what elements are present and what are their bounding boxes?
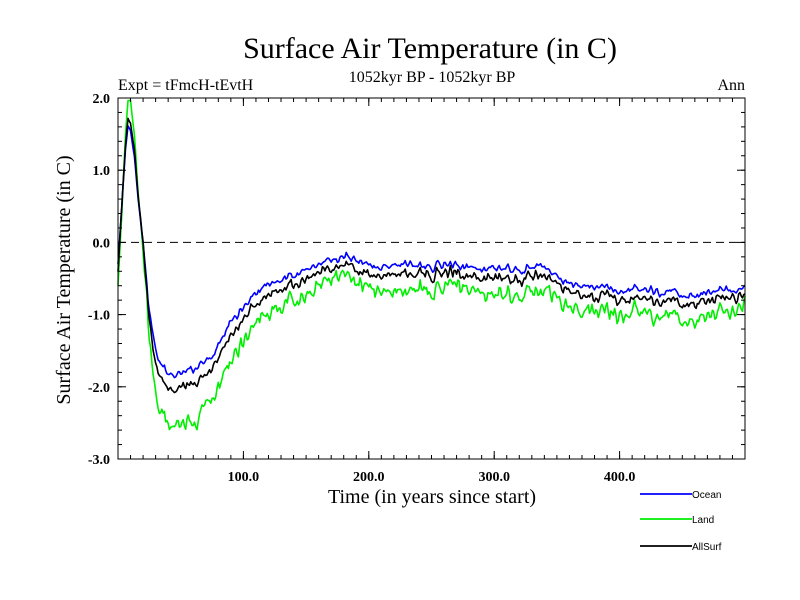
y-tick-label: 1.0 [93,164,111,179]
series-line-ocean [117,125,746,379]
series-line-allsurf [117,117,746,394]
period-label: 1052kyr BP - 1052kyr BP [349,69,516,86]
x-tick-label: 200.0 [353,470,385,485]
axes: -3.0 -2.0 -1.0 0.0 1.0 2.0 100.0 200.0 300.0 400.… [88,92,746,485]
y-tick-label: 2.0 [93,92,111,107]
x-tick-label: 400.0 [604,470,636,485]
plot-frame [117,97,746,460]
y-tick-label: -2.0 [88,381,110,396]
chart-title: Surface Air Temperature (in C) [243,32,617,65]
y-tick-label: 0.0 [93,236,111,251]
season-label: Ann [717,77,745,94]
legend-label-land: Land [692,515,714,526]
y-tick-label: -3.0 [88,453,110,468]
y-axis-title: Surface Air Temperature (in C) [53,155,75,404]
experiment-label: Expt = tFmcH-tEvtH [118,77,254,94]
x-tick-label: 300.0 [478,470,510,485]
series-line-land [117,99,746,431]
x-axis-title: Time (in years since start) [328,486,536,508]
x-tick-label: 100.0 [228,470,260,485]
legend: Ocean Land AllSurf [640,490,722,553]
legend-label-allsurf: AllSurf [692,542,722,553]
y-tick-label: -1.0 [88,309,110,324]
legend-label-ocean: Ocean [692,490,721,501]
plot-area [117,99,746,431]
